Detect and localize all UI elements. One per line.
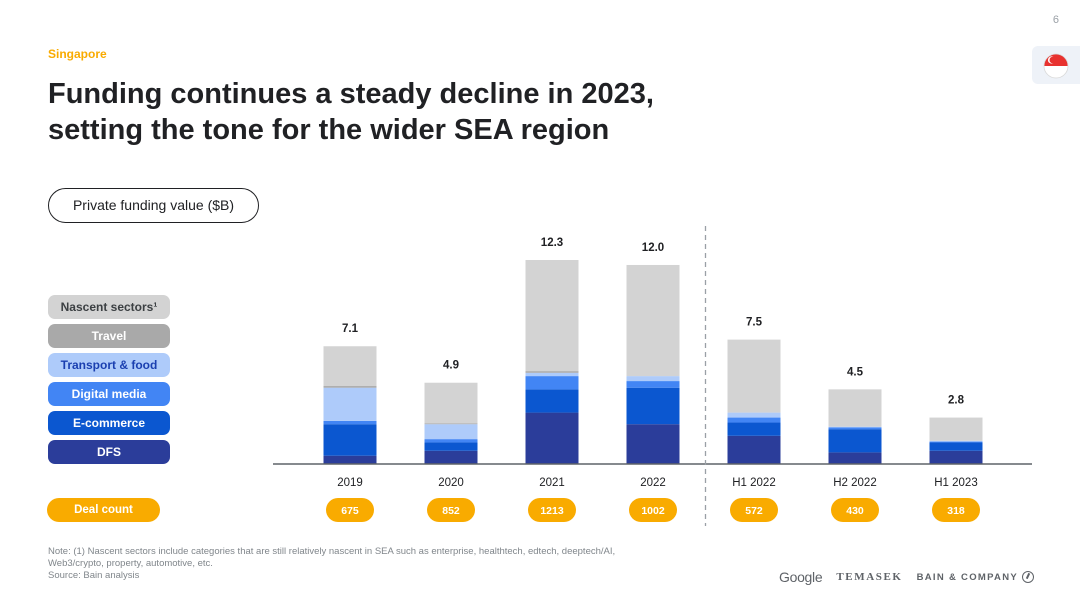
bar-segment [828,429,882,453]
bar-segment [525,389,579,413]
slide-title-line-2: setting the tone for the wider SEA regio… [48,114,610,146]
category-label: H1 2022 [732,477,775,489]
bar-segment [727,412,781,418]
bar-segment [626,376,680,382]
bar-segment [626,424,680,464]
bar-segment [727,417,781,423]
metric-label-pill: Private funding value ($B) [48,188,259,223]
footnote-line-2: Web3/crypto, property, automotive, etc. [48,558,213,569]
legend-item-digital-media: Digital media [48,382,170,406]
source-line: Source: Bain analysis [48,570,140,581]
bar-total-label: 4.9 [443,360,459,372]
category-label: H1 2023 [934,477,977,489]
bar-segment [525,412,579,464]
bar-segment [929,450,983,464]
legend-item-dfs: DFS [48,440,170,464]
legend-item-travel: Travel [48,324,170,348]
slide-title-line-1: Funding continues a steady decline in 20… [48,78,654,110]
bar-segment [727,339,781,413]
footnote: Note: (1) Nascent sectors include catego… [48,546,728,582]
bar-segment [424,424,478,440]
bar-total-label: 7.5 [746,317,763,329]
bar-segment [929,441,983,443]
bain-logo-text: BAIN & COMPANY [916,571,1018,583]
singapore-flag-tab [1032,46,1080,84]
bar-segment [424,442,478,451]
chart-legend: Nascent sectors¹ Travel Transport & food… [48,295,170,469]
bain-mark-icon [1022,571,1034,583]
bar-segment [929,440,983,442]
bar-segment [525,372,579,377]
bar-segment [424,450,478,464]
deal-count-value: 572 [745,505,763,517]
bar-segment [323,455,377,464]
deal-count-value: 318 [947,505,965,517]
bar-segment [424,439,478,443]
deal-count-pill [629,498,677,522]
legend-item-nascent-sectors: Nascent sectors¹ [48,295,170,319]
bar-segment [828,452,882,464]
bar-segment [626,264,680,377]
deal-count-value: 1002 [641,505,665,517]
deal-count-label: Deal count [47,498,160,522]
bar-segment [828,389,882,427]
bar-segment [525,376,579,390]
deal-count-pill [326,498,374,522]
deal-count-value: 675 [341,505,359,517]
bar-segment [727,435,781,464]
deal-count-value: 852 [442,505,460,517]
bain-logo: BAIN & COMPANY [917,571,1034,583]
partner-logos: Google TEMASEK BAIN & COMPANY [779,568,1034,586]
bar-total-label: 12.3 [541,237,563,249]
bar-total-label: 4.5 [847,366,864,378]
bar-segment [929,442,983,451]
deal-count-value: 1213 [540,505,564,517]
deal-count-pill [730,498,778,522]
deal-count-pill [932,498,980,522]
slide-title: Funding continues a steady decline in 20… [48,76,768,148]
legend-item-transport-food: Transport & food [48,353,170,377]
deal-count-pill [528,498,576,522]
bar-total-label: 2.8 [948,395,965,407]
bar-total-label: 7.1 [342,323,359,335]
singapore-flag-icon [1043,53,1069,79]
category-label: 2022 [640,477,666,489]
category-label: 2019 [337,477,363,489]
bar-segment [424,382,478,424]
footnote-line-1: Note: (1) Nascent sectors include catego… [48,546,616,557]
bar-segment [525,371,579,373]
bar-total-label: 12.0 [642,242,664,254]
bar-segment [929,417,983,441]
legend-item-e-commerce: E-commerce [48,411,170,435]
page-number: 6 [1052,14,1059,26]
category-label: 2020 [438,477,464,489]
deal-count-value: 430 [846,505,864,517]
bar-segment [828,427,882,430]
bar-segment [626,381,680,388]
temasek-logo: TEMASEK [836,571,903,583]
region-kicker: Singapore [48,47,107,61]
google-logo: Google [779,569,823,585]
category-label: H2 2022 [833,477,876,489]
bar-segment [323,386,377,388]
bar-segment [323,346,377,387]
bar-segment [424,423,478,425]
bar-segment [323,424,377,456]
bar-segment [727,422,781,436]
bar-segment [323,387,377,421]
category-label: 2021 [539,477,565,489]
bar-segment [323,420,377,425]
deal-count-pill [831,498,879,522]
bar-segment [626,387,680,425]
deal-count-pill [427,498,475,522]
bar-segment [525,260,579,372]
bar-segment [828,426,882,428]
